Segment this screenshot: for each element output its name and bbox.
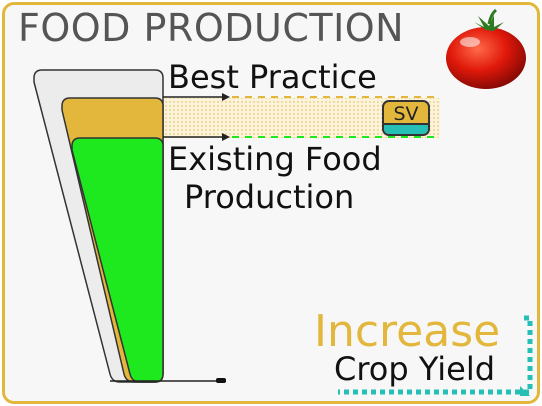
existing-production-label-line1: Existing Food [168, 140, 382, 178]
best-practice-label: Best Practice [168, 58, 377, 96]
existing-arrowhead [222, 133, 230, 141]
page-title: FOOD PRODUCTION [18, 6, 405, 50]
increase-label: Increase [314, 306, 501, 357]
crop-yield-label: Crop Yield [334, 350, 496, 388]
best-practice-arrowhead [222, 93, 230, 101]
crop-yield-bracket [338, 315, 533, 395]
tomato-icon [446, 8, 526, 89]
sv-badge-label: SV [393, 103, 419, 125]
bracket-arrowhead [520, 386, 530, 396]
existing-production-label-line2: Production [184, 178, 355, 216]
baseline-marker [216, 378, 226, 383]
sv-badge-base [384, 123, 428, 134]
sv-badge: SV [382, 100, 430, 136]
